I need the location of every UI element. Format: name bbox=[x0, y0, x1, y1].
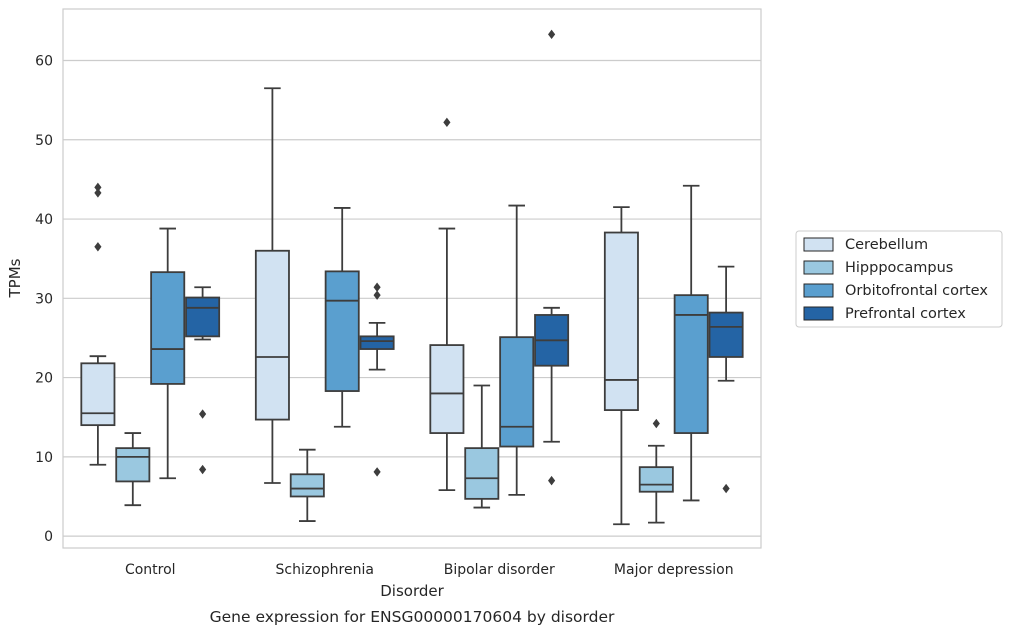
x-tick-labels: Control Schizophrenia Bipolar disorder Majo… bbox=[125, 562, 734, 578]
box-body bbox=[115, 447, 151, 483]
box-cerebellum bbox=[80, 182, 116, 466]
outlier-point bbox=[652, 418, 660, 429]
box-hipppocampus bbox=[638, 418, 674, 524]
box-body bbox=[150, 271, 186, 385]
box-body bbox=[185, 296, 221, 338]
y-tick-label: 30 bbox=[35, 291, 53, 307]
y-tick-label: 40 bbox=[35, 212, 53, 228]
y-tick-label: 60 bbox=[35, 54, 53, 70]
outlier-point bbox=[373, 467, 381, 477]
box-orbitofrontal-cortex bbox=[324, 207, 360, 428]
box-body bbox=[429, 344, 465, 434]
outlier-point bbox=[199, 464, 207, 475]
y-tick-label: 0 bbox=[44, 529, 53, 545]
box-body bbox=[673, 294, 709, 434]
legend-swatch bbox=[803, 283, 834, 298]
box-hipppocampus bbox=[464, 384, 500, 509]
outlier-point bbox=[443, 117, 451, 128]
box-body bbox=[603, 231, 639, 411]
legend: Cerebellum Hipppocampus Orbitofrontal cort… bbox=[795, 230, 1003, 328]
legend-swatch bbox=[803, 306, 834, 321]
outlier-point bbox=[373, 290, 381, 300]
box-series bbox=[80, 29, 744, 526]
x-axis-label: Disorder bbox=[380, 582, 444, 600]
outlier-point bbox=[722, 483, 730, 494]
box-body bbox=[359, 335, 395, 350]
box-orbitofrontal-cortex bbox=[499, 204, 535, 496]
box-body bbox=[324, 270, 360, 392]
outlier-point bbox=[548, 29, 556, 40]
x-tick-label: Schizophrenia bbox=[276, 562, 374, 578]
y-axis-label: TPMs bbox=[6, 258, 24, 298]
y-tick-label: 50 bbox=[35, 133, 53, 149]
x-tick-label: Bipolar disorder bbox=[444, 562, 555, 578]
outlier-point bbox=[548, 475, 556, 486]
y-tick-labels: 0 10 20 30 40 50 60 bbox=[35, 54, 53, 546]
legend-swatch bbox=[803, 260, 834, 275]
box-prefrontal-cortex bbox=[534, 29, 570, 486]
box-body bbox=[708, 311, 744, 358]
box-orbitofrontal-cortex bbox=[673, 184, 709, 502]
box-prefrontal-cortex bbox=[359, 282, 395, 477]
box-body bbox=[254, 249, 290, 421]
box-body bbox=[499, 336, 535, 448]
outlier-point bbox=[94, 242, 102, 252]
legend-frame bbox=[795, 230, 1003, 328]
x-tick-label: Control bbox=[125, 562, 176, 578]
outlier-point bbox=[94, 182, 102, 193]
chart-caption: Gene expression for ENSG00000170604 by d… bbox=[210, 608, 615, 626]
y-tick-label: 20 bbox=[35, 371, 53, 387]
box-orbitofrontal-cortex bbox=[150, 227, 186, 480]
legend-swatch bbox=[803, 237, 834, 252]
outlier-point bbox=[199, 409, 207, 419]
outlier-point bbox=[94, 188, 102, 198]
box-prefrontal-cortex bbox=[708, 265, 744, 494]
box-body bbox=[464, 447, 500, 500]
legend-label: Hipppocampus bbox=[845, 260, 953, 276]
box-cerebellum bbox=[429, 117, 465, 492]
box-hipppocampus bbox=[289, 448, 325, 522]
box-body bbox=[289, 473, 325, 498]
y-tick-label: 10 bbox=[35, 450, 53, 466]
box-hipppocampus bbox=[115, 432, 151, 507]
x-tick-label: Major depression bbox=[614, 562, 734, 578]
legend-label: Orbitofrontal cortex bbox=[845, 283, 988, 299]
legend-label: Cerebellum bbox=[845, 237, 928, 253]
box-cerebellum bbox=[254, 87, 290, 484]
legend-label: Prefrontal cortex bbox=[845, 306, 966, 322]
box-body bbox=[80, 362, 116, 427]
box-body bbox=[638, 466, 674, 493]
box-cerebellum bbox=[603, 206, 639, 526]
box-prefrontal-cortex bbox=[185, 286, 221, 475]
plot-frame bbox=[62, 8, 762, 549]
